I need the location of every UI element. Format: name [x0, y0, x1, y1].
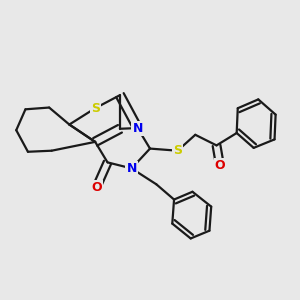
Text: S: S — [91, 102, 100, 115]
Text: O: O — [91, 182, 101, 194]
Text: S: S — [173, 144, 182, 157]
Text: O: O — [215, 159, 225, 172]
Text: N: N — [132, 122, 143, 135]
Text: N: N — [126, 162, 137, 175]
